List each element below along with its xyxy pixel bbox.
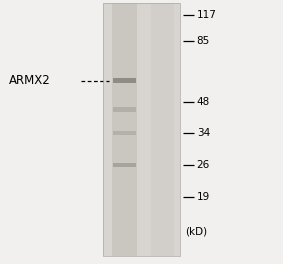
- Bar: [113, 131, 136, 135]
- Text: 19: 19: [197, 192, 210, 202]
- Bar: [113, 163, 136, 167]
- Bar: [151, 3, 174, 256]
- Text: 34: 34: [197, 128, 210, 138]
- Bar: [113, 107, 136, 112]
- Text: 117: 117: [197, 10, 216, 20]
- Bar: [103, 3, 180, 256]
- Text: (kD): (kD): [185, 226, 207, 236]
- Bar: [113, 78, 136, 83]
- Text: 26: 26: [197, 160, 210, 170]
- Text: ARMX2: ARMX2: [8, 74, 50, 87]
- Bar: [112, 3, 137, 256]
- Text: 85: 85: [197, 36, 210, 46]
- Text: 48: 48: [197, 97, 210, 107]
- Bar: [103, 3, 180, 256]
